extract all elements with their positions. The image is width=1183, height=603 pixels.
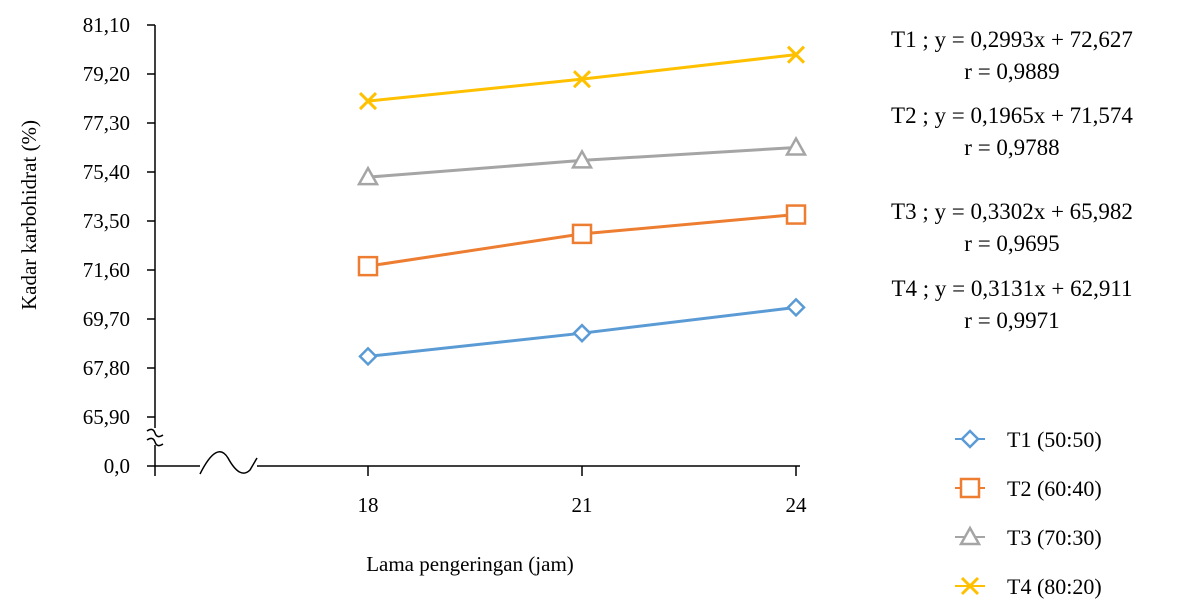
data-point-t4 [572, 70, 592, 89]
data-point-t4 [358, 92, 378, 111]
legend-marker [960, 576, 980, 596]
regression-r-value: r = 0,9889 [964, 59, 1059, 84]
series-layer [356, 45, 808, 367]
x-marker-stroke [358, 92, 378, 111]
y-tick-label: 0,0 [104, 454, 130, 478]
y-tick-label: 71,60 [83, 258, 130, 282]
axes [146, 24, 800, 476]
y-tick-labels: 81,10 79,20 77,30 75,40 73,50 71,60 69,70 67,80… [83, 13, 130, 478]
regression-equation: T3 ; y = 0,3302x + 65,982 [891, 199, 1133, 224]
legend-marker [959, 477, 981, 499]
y-tick-label: 75,40 [83, 160, 130, 184]
x-marker-stroke [786, 45, 806, 64]
x-tick-label: 24 [786, 493, 808, 517]
legend-item: T4 (80:20) [955, 574, 1102, 599]
legend-label: T1 (50:50) [1007, 427, 1102, 452]
x-marker-stroke [960, 576, 980, 596]
regression-r-value: r = 0,9695 [964, 231, 1059, 256]
legend: T1 (50:50) T2 (60:40) T3 (70:30) T4 (80:20) [955, 427, 1102, 599]
data-point-t4 [786, 45, 806, 64]
y-tick-label: 69,70 [83, 307, 130, 331]
y-axis-label: Kadar karbohidrat (%) [17, 120, 41, 310]
regression-equation: T4 ; y = 0,3131x + 62,911 [891, 276, 1132, 301]
regression-equation: T2 ; y = 0,1965x + 71,574 [891, 103, 1133, 128]
regression-r-value: r = 0,9971 [964, 308, 1059, 333]
data-point-t3 [570, 148, 594, 169]
y-tick-label: 65,90 [83, 405, 130, 429]
legend-label: T3 (70:30) [1007, 525, 1102, 550]
legend-item: T3 (70:30) [955, 525, 1102, 550]
data-point-t2 [785, 204, 807, 225]
y-tick-label: 73,50 [83, 209, 130, 233]
y-tick-label: 79,20 [83, 62, 130, 86]
data-point-t1 [358, 346, 378, 367]
legend-marker [958, 525, 982, 546]
data-point-t1 [786, 297, 806, 318]
x-axis-break-icon [199, 451, 258, 475]
legend-item: T1 (50:50) [955, 427, 1102, 452]
legend-label: T4 (80:20) [1007, 574, 1102, 599]
y-tick-label: 81,10 [83, 13, 130, 37]
y-tick-label: 77,30 [83, 111, 130, 135]
x-tick-labels: 18 21 24 [358, 493, 808, 517]
x-marker-stroke [572, 70, 592, 89]
data-point-t2 [571, 223, 593, 245]
x-axis-label: Lama pengeringan (jam) [366, 552, 574, 576]
y-axis-break-icon [146, 428, 164, 447]
legend-item: T2 (60:40) [955, 476, 1102, 501]
regression-annotations: T1 ; y = 0,2993x + 72,627 r = 0,9889 T2 ; … [891, 27, 1133, 333]
y-tick-label: 67,80 [83, 356, 130, 380]
x-tick-label: 21 [572, 493, 593, 517]
data-point-t1 [572, 323, 592, 343]
legend-marker [960, 429, 980, 449]
regression-r-value: r = 0,9788 [964, 135, 1059, 160]
x-tick-label: 18 [358, 493, 379, 517]
data-point-t3 [356, 165, 380, 186]
legend-label: T2 (60:40) [1007, 476, 1102, 501]
data-point-t3 [784, 135, 808, 156]
data-point-t2 [357, 255, 379, 277]
regression-equation: T1 ; y = 0,2993x + 72,627 [891, 27, 1133, 52]
